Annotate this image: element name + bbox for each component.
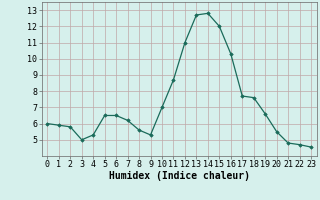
X-axis label: Humidex (Indice chaleur): Humidex (Indice chaleur) xyxy=(109,171,250,181)
